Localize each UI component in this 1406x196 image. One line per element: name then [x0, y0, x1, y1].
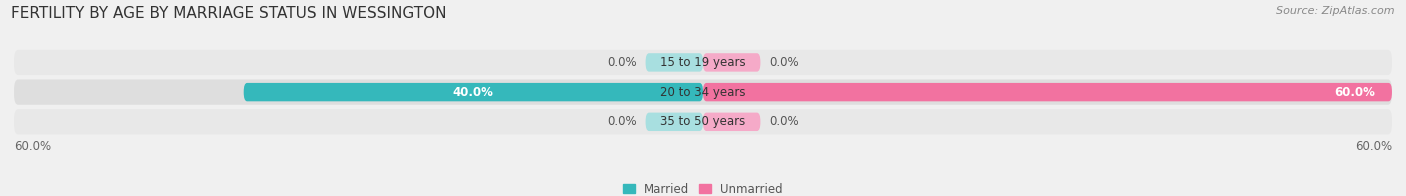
Text: 20 to 34 years: 20 to 34 years [661, 86, 745, 99]
Text: 60.0%: 60.0% [14, 140, 51, 153]
FancyBboxPatch shape [243, 83, 703, 101]
FancyBboxPatch shape [14, 109, 1392, 134]
Text: 60.0%: 60.0% [1334, 86, 1375, 99]
Text: Source: ZipAtlas.com: Source: ZipAtlas.com [1277, 6, 1395, 16]
Text: 35 to 50 years: 35 to 50 years [661, 115, 745, 128]
Text: FERTILITY BY AGE BY MARRIAGE STATUS IN WESSINGTON: FERTILITY BY AGE BY MARRIAGE STATUS IN W… [11, 6, 447, 21]
FancyBboxPatch shape [14, 80, 1392, 105]
Text: 0.0%: 0.0% [607, 56, 637, 69]
Text: 0.0%: 0.0% [769, 56, 799, 69]
FancyBboxPatch shape [14, 50, 1392, 75]
Text: 15 to 19 years: 15 to 19 years [661, 56, 745, 69]
Text: 60.0%: 60.0% [1355, 140, 1392, 153]
FancyBboxPatch shape [703, 53, 761, 72]
FancyBboxPatch shape [703, 113, 761, 131]
FancyBboxPatch shape [703, 83, 1392, 101]
FancyBboxPatch shape [645, 53, 703, 72]
Text: 40.0%: 40.0% [453, 86, 494, 99]
Text: 0.0%: 0.0% [607, 115, 637, 128]
Legend: Married, Unmarried: Married, Unmarried [623, 183, 783, 196]
Text: 0.0%: 0.0% [769, 115, 799, 128]
FancyBboxPatch shape [645, 113, 703, 131]
